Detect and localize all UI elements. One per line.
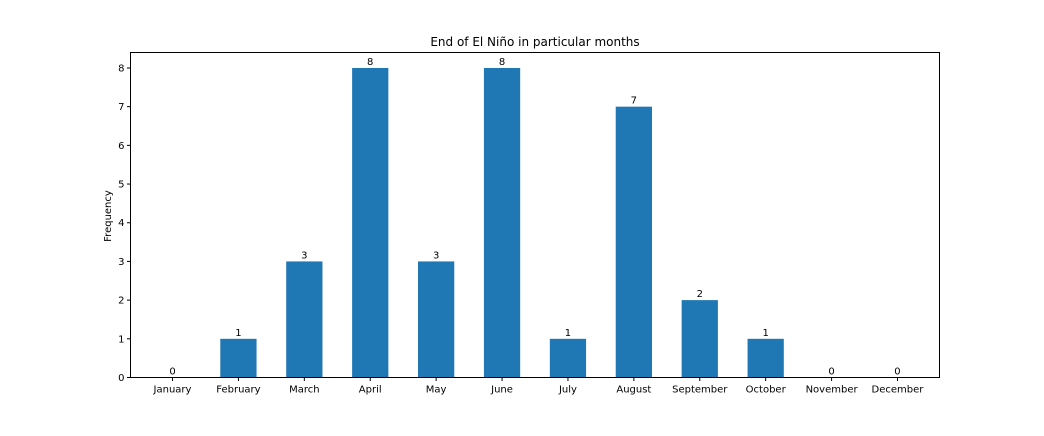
bar-february	[220, 338, 257, 378]
x-tick-label-april: April	[359, 385, 382, 396]
x-axis: January February March April May June July Augu…	[153, 377, 925, 396]
x-tick-label-november: November	[806, 385, 859, 396]
x-tick-label-may: May	[426, 385, 447, 396]
x-tick-label-october: October	[746, 385, 787, 396]
x-tick-label-february: February	[216, 385, 260, 396]
value-label-december: 0	[894, 367, 900, 378]
bar-october	[747, 338, 784, 378]
plot-frame	[130, 52, 940, 378]
value-label-june: 8	[499, 57, 505, 68]
value-label-february: 1	[235, 328, 241, 339]
x-tick-label-august: August	[616, 385, 651, 396]
x-tick-label-march: March	[289, 385, 319, 396]
value-label-july: 1	[565, 328, 571, 339]
x-tick-label-september: September	[672, 385, 728, 396]
bars-layer	[220, 67, 784, 378]
bar-september	[681, 300, 718, 378]
x-tick-label-july: July	[558, 385, 577, 396]
value-label-january: 0	[169, 367, 175, 378]
value-label-april: 8	[367, 57, 373, 68]
x-tick-label-january: January	[153, 385, 192, 396]
y-tick-label-6: 6	[118, 141, 124, 152]
value-label-august: 7	[631, 96, 637, 107]
y-tick-label-0: 0	[118, 373, 124, 384]
y-tick-label-2: 2	[118, 296, 124, 307]
y-tick-label-7: 7	[118, 102, 124, 113]
value-label-may: 3	[433, 250, 439, 261]
x-tick-label-june: June	[490, 385, 513, 396]
bar-july	[549, 338, 587, 378]
bar-april	[352, 67, 389, 378]
value-label-march: 3	[301, 250, 307, 261]
y-tick-label-3: 3	[118, 257, 124, 268]
bar-may	[418, 261, 455, 378]
y-axis: 0 1 2 3 4 5 6 7 8	[118, 63, 131, 384]
value-label-october: 1	[762, 328, 768, 339]
y-tick-label-1: 1	[118, 334, 124, 345]
value-label-september: 2	[697, 289, 703, 300]
y-axis-title: Frequency	[103, 190, 114, 242]
chart-title: End of El Niño in particular months	[430, 35, 639, 49]
bar-march	[286, 261, 323, 378]
bar-june	[483, 67, 521, 378]
y-tick-label-5: 5	[118, 180, 124, 191]
y-tick-label-8: 8	[118, 63, 124, 74]
x-tick-label-december: December	[872, 385, 925, 396]
y-tick-label-4: 4	[118, 218, 124, 229]
value-label-november: 0	[828, 367, 834, 378]
bar-august	[615, 106, 652, 378]
